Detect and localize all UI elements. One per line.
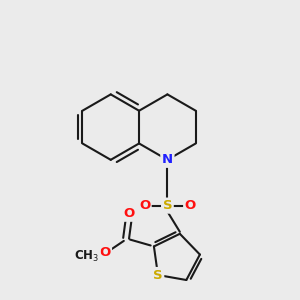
Text: S: S [163, 199, 172, 212]
Text: O: O [139, 199, 150, 212]
Text: CH$_3$: CH$_3$ [74, 249, 99, 264]
Text: O: O [124, 207, 135, 220]
Text: O: O [99, 247, 110, 260]
Text: N: N [162, 153, 173, 166]
Text: O: O [185, 199, 196, 212]
Text: S: S [153, 268, 163, 281]
